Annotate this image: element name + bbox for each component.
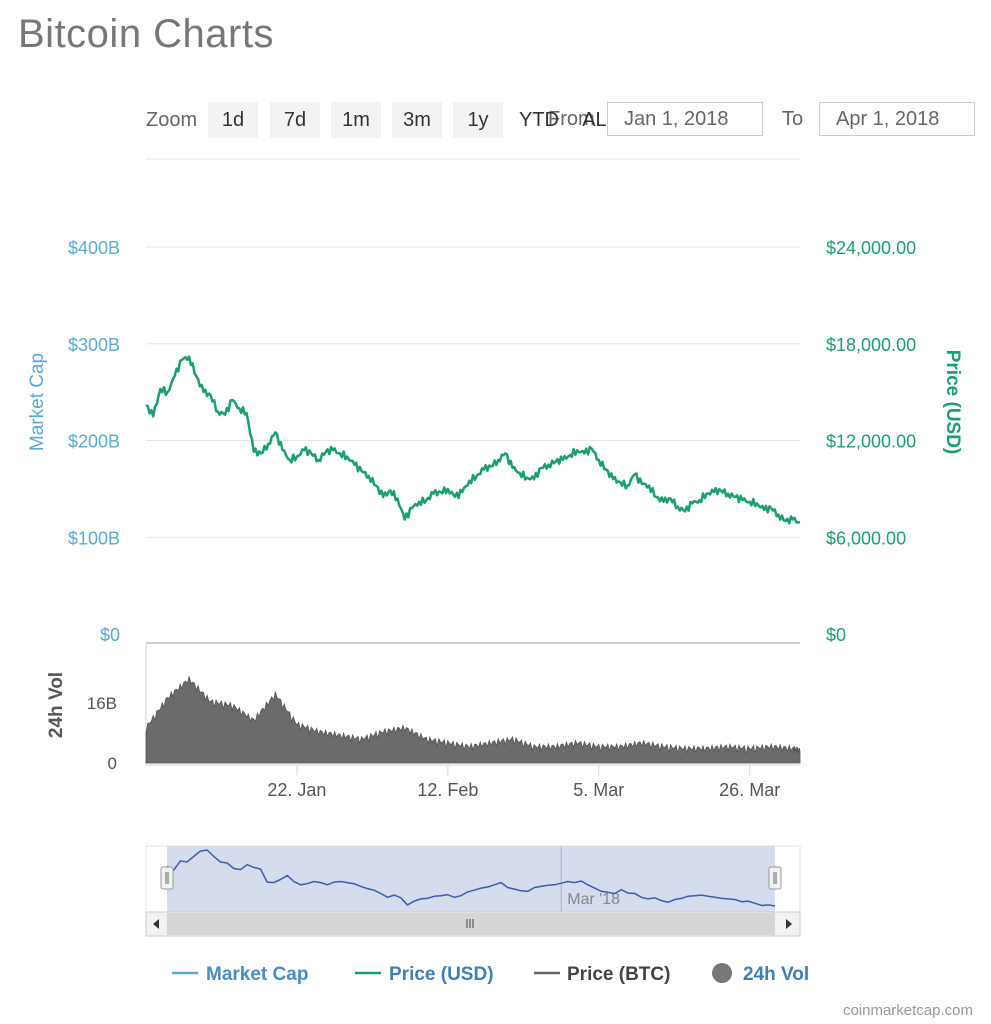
- volume-axis-title: 24h Vol: [46, 672, 67, 738]
- navigator-selection[interactable]: [167, 846, 775, 912]
- to-label: To: [782, 108, 804, 130]
- scroll-left-arrow-icon[interactable]: [153, 919, 159, 929]
- volume-tick-label: 0: [108, 754, 117, 773]
- legend-market-cap[interactable]: Market Cap: [172, 964, 308, 985]
- navigator-right-handle[interactable]: [768, 866, 782, 890]
- zoom-3m-button[interactable]: 3m: [392, 102, 442, 138]
- scrollbar-grip-icon: [466, 919, 474, 928]
- left-tick-label: $200B: [68, 432, 120, 452]
- from-date-input[interactable]: [607, 102, 763, 136]
- legend-price-usd[interactable]: Price (USD): [355, 964, 494, 985]
- right-tick-label: $18,000.00: [826, 335, 916, 355]
- right-tick-label: $6,000.00: [826, 528, 906, 548]
- page-title: Bitcoin Charts: [18, 12, 274, 56]
- legend-24h-vol[interactable]: 24h Vol: [712, 963, 809, 985]
- legend-price-btc[interactable]: Price (BTC): [534, 964, 670, 985]
- market-cap-axis-title: Market Cap: [27, 353, 48, 451]
- navigator-month-label: Mar '18: [567, 891, 620, 908]
- zoom-1y-button[interactable]: 1y: [453, 102, 503, 138]
- volume-tick-label: 16B: [87, 694, 117, 713]
- source-credit: coinmarketcap.com: [842, 1002, 973, 1019]
- price-usd-axis-title: Price (USD): [942, 350, 963, 455]
- scrollbar-thumb[interactable]: [167, 913, 775, 935]
- bitcoin-chart: $0 $100B $200B $300B $400B $0 $6,000.00 $12,00…: [27, 158, 963, 985]
- legend-24h-vol-label: 24h Vol: [743, 964, 809, 985]
- from-label: From: [548, 108, 595, 130]
- legend-price-usd-label: Price (USD): [389, 964, 494, 985]
- x-tick-label: 26. Mar: [719, 780, 780, 800]
- left-tick-label: $400B: [68, 238, 120, 258]
- x-tick-label: 12. Feb: [417, 780, 478, 800]
- zoom-7d-button[interactable]: 7d: [270, 102, 320, 138]
- navigator-series-line: [166, 849, 776, 907]
- zoom-label: Zoom: [146, 109, 198, 131]
- right-tick-label: $12,000.00: [826, 432, 916, 452]
- legend-price-btc-label: Price (BTC): [567, 964, 670, 985]
- zoom-ytd-button[interactable]: YTD: [514, 102, 564, 138]
- right-tick-label: $0: [826, 625, 846, 645]
- left-tick-label: $300B: [68, 335, 120, 355]
- left-tick-label: $0: [100, 625, 120, 645]
- zoom-1d-button[interactable]: 1d: [208, 102, 258, 138]
- legend-market-cap-label: Market Cap: [206, 964, 308, 985]
- to-date-input[interactable]: [819, 102, 975, 136]
- right-tick-label: $24,000.00: [826, 238, 916, 258]
- x-tick-label: 5. Mar: [573, 780, 624, 800]
- left-tick-label: $100B: [68, 528, 120, 548]
- navigator-left-handle[interactable]: [160, 866, 174, 890]
- scroll-right-arrow-icon[interactable]: [786, 919, 792, 929]
- x-tick-label: 22. Jan: [267, 780, 326, 800]
- volume-series-area: [145, 676, 801, 764]
- zoom-1m-button[interactable]: 1m: [331, 102, 381, 138]
- price-usd-series-line: [145, 355, 801, 525]
